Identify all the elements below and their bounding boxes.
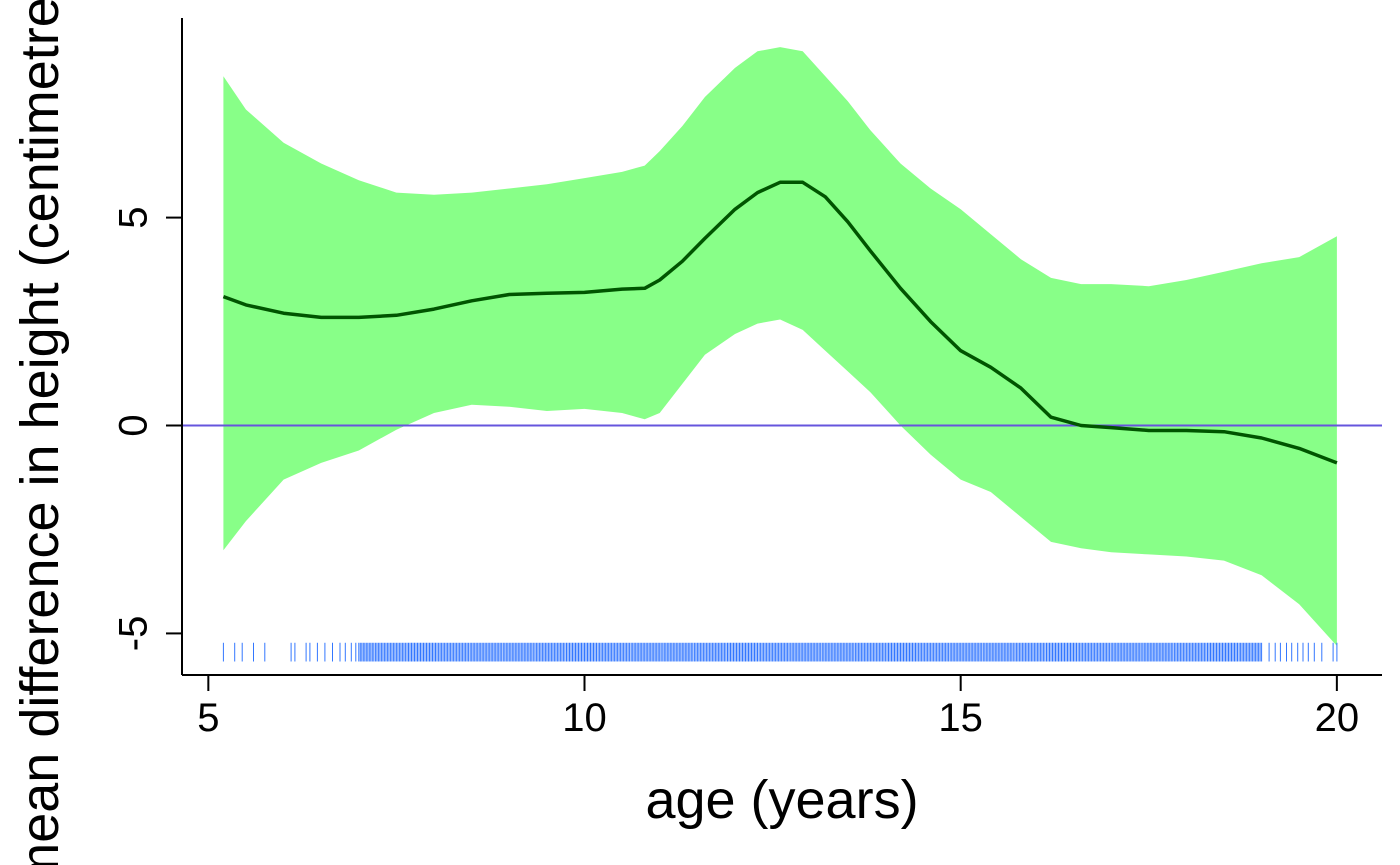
x-tick-label: 5 [197, 696, 219, 740]
axes-layer [181, 18, 1382, 676]
rug-layer [222, 642, 1338, 662]
y-tick-label: -5 [112, 616, 156, 652]
x-tick-label: 20 [1315, 696, 1360, 740]
y-axis-title: mean difference in height (centimetres) [10, 0, 70, 865]
x-tick-label: 10 [562, 696, 607, 740]
confidence-band-layer [223, 47, 1337, 646]
y-tick-label: 0 [112, 414, 156, 436]
y-tick-label: 5 [112, 206, 156, 228]
ticks-layer: 5 10 15 20 -5 0 5 [112, 206, 1360, 740]
x-axis-title: age (years) [645, 770, 918, 830]
x-tick-label: 15 [938, 696, 983, 740]
fit-line-layer [222, 180, 1338, 465]
fit-line [222, 180, 1338, 465]
confidence-band [223, 47, 1337, 646]
